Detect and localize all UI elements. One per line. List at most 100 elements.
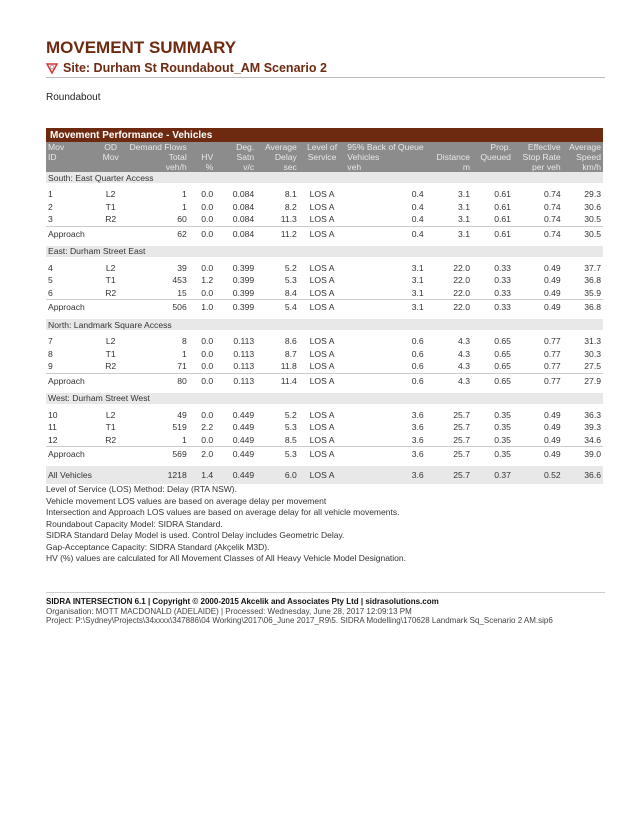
approach-row: Approach 62 0.0 0.084 11.2 LOS A 0.4 3.1 0.61 0.7… <box>46 225 603 241</box>
column-header: ID <box>46 152 94 162</box>
cell: 49 <box>177 409 187 420</box>
column-header: Speed <box>562 152 603 162</box>
cell: 0.113 <box>233 348 255 359</box>
cell <box>93 372 128 388</box>
cell: 0.77 <box>543 348 561 359</box>
table-row: 8 T1 1 0.0 0.113 8.7 LOS A 0.6 4.3 0.65 0.77 30.3 <box>46 348 603 361</box>
page-title: MOVEMENT SUMMARY <box>46 38 237 57</box>
cell: 519 <box>172 422 187 433</box>
cell: 25.7 <box>453 422 470 433</box>
cell: LOS A <box>298 466 346 484</box>
cell: 3.6 <box>411 422 424 433</box>
cell: 30.3 <box>584 348 601 359</box>
cell: 8.5 <box>284 434 297 445</box>
cell: 29.3 <box>584 189 601 200</box>
cell: 0.35 <box>494 434 511 445</box>
cell: 35.9 <box>584 287 601 298</box>
cell: 0.084 <box>215 225 257 241</box>
note: Roundabout Capacity Model: SIDRA Standar… <box>46 518 223 529</box>
table-title: Movement Performance - Vehicles <box>46 128 603 142</box>
cell: 0.0 <box>201 201 214 212</box>
cell: 0.399 <box>232 262 255 273</box>
cell: 3.1 <box>345 299 426 314</box>
footer-organisation: Organisation: MOTT MACDONALD (ADELAIDE) … <box>46 606 412 616</box>
cell: 6.0 <box>256 466 299 484</box>
cell: 0.0 <box>201 214 214 225</box>
cell: 0.37 <box>471 466 513 484</box>
cell: 60 <box>177 214 187 225</box>
cell: 1 <box>181 434 187 445</box>
approach-row: Approach 506 1.0 0.399 5.4 LOS A 3.1 22.0 0.33 0.… <box>46 299 603 314</box>
cell: LOS A <box>309 214 335 225</box>
cell: 0.65 <box>494 361 511 372</box>
cell: 27.5 <box>584 361 601 372</box>
cell: 3.6 <box>345 446 426 461</box>
cell: 0.74 <box>543 214 561 225</box>
table-row: 10 L2 49 0.0 0.449 5.2 LOS A 3.6 25.7 0.35 0.49 36.… <box>46 409 603 422</box>
section-name: South: East Quarter Access <box>46 172 603 183</box>
cell: 0.0 <box>201 189 214 200</box>
table-row: 12 R2 1 0.0 0.449 8.5 LOS A 3.6 25.7 0.35 0.49 34.6 <box>46 434 603 447</box>
cell: 0.399 <box>232 287 255 298</box>
cell: 0.49 <box>543 287 561 298</box>
cell: 3.1 <box>425 225 472 241</box>
cell: T1 <box>105 348 116 359</box>
cell: 0.49 <box>543 434 561 445</box>
cell: 0.113 <box>215 372 257 388</box>
table-row: 6 R2 15 0.0 0.399 8.4 LOS A 3.1 22.0 0.33 0.49 35.9 <box>46 287 603 300</box>
cell: 39.3 <box>584 422 601 433</box>
cell: R2 <box>105 287 117 298</box>
cell: 569 <box>127 446 189 461</box>
cell: 0.0 <box>201 287 214 298</box>
column-header: Level of <box>298 142 346 152</box>
cell: 453 <box>172 275 187 286</box>
site-heading: Site: Durham St Roundabout_AM Scenario 2 <box>46 61 327 75</box>
cell: 39 <box>177 262 187 273</box>
column-header: sec <box>256 162 299 172</box>
column-header: km/h <box>562 162 603 172</box>
table-row: 1 L2 1 0.0 0.084 8.1 LOS A 0.4 3.1 0.61 0.74 29.3 <box>46 188 603 201</box>
cell: 0.6 <box>411 348 424 359</box>
header-row: Mov OD Demand Flows Deg. Average Level of 95% … <box>46 142 603 152</box>
cell: 0.77 <box>543 361 561 372</box>
approach-row: Approach 569 2.0 0.449 5.3 LOS A 3.6 25.7 0.35 0.… <box>46 446 603 461</box>
cell: 22.0 <box>453 262 470 273</box>
cell: 0.449 <box>232 409 255 420</box>
cell: 0.77 <box>543 336 561 347</box>
cell: 0.4 <box>345 225 426 241</box>
cell: 0.77 <box>512 372 563 388</box>
cell: 36.8 <box>584 275 601 286</box>
cell: 0.084 <box>232 189 255 200</box>
cell: T1 <box>105 275 116 286</box>
cell: 0.0 <box>201 434 214 445</box>
cell: 5.4 <box>256 299 299 314</box>
cell <box>93 225 128 241</box>
cell: 0.49 <box>512 299 563 314</box>
cell: LOS A <box>309 189 335 200</box>
cell: LOS A <box>309 336 335 347</box>
cell: 80 <box>127 372 189 388</box>
cell: 2.0 <box>188 446 216 461</box>
section-name: East: Durham Street East <box>46 245 603 257</box>
cell: 36.3 <box>584 409 601 420</box>
section-header: South: East Quarter Access <box>46 172 603 183</box>
cell: 12 <box>48 434 58 445</box>
column-header: Average <box>256 142 299 152</box>
site-type: Roundabout <box>46 92 101 103</box>
cell: LOS A <box>309 434 335 445</box>
cell: 0.6 <box>345 372 426 388</box>
divider <box>46 592 605 593</box>
cell: 3 <box>48 214 53 225</box>
column-header: Delay <box>256 152 299 162</box>
cell: 0.4 <box>411 201 424 212</box>
cell: 0.084 <box>232 201 255 212</box>
column-header <box>298 162 346 172</box>
cell: 0.49 <box>543 422 561 433</box>
header-row: ID Mov Total HV Satn Delay Service Vehicles Dist… <box>46 152 603 162</box>
cell: 0.113 <box>233 336 255 347</box>
cell: LOS A <box>309 409 335 420</box>
cell: 3.1 <box>411 287 424 298</box>
cell: 3.1 <box>458 201 470 212</box>
cell: 0.74 <box>543 189 561 200</box>
cell: 3.1 <box>411 262 424 273</box>
